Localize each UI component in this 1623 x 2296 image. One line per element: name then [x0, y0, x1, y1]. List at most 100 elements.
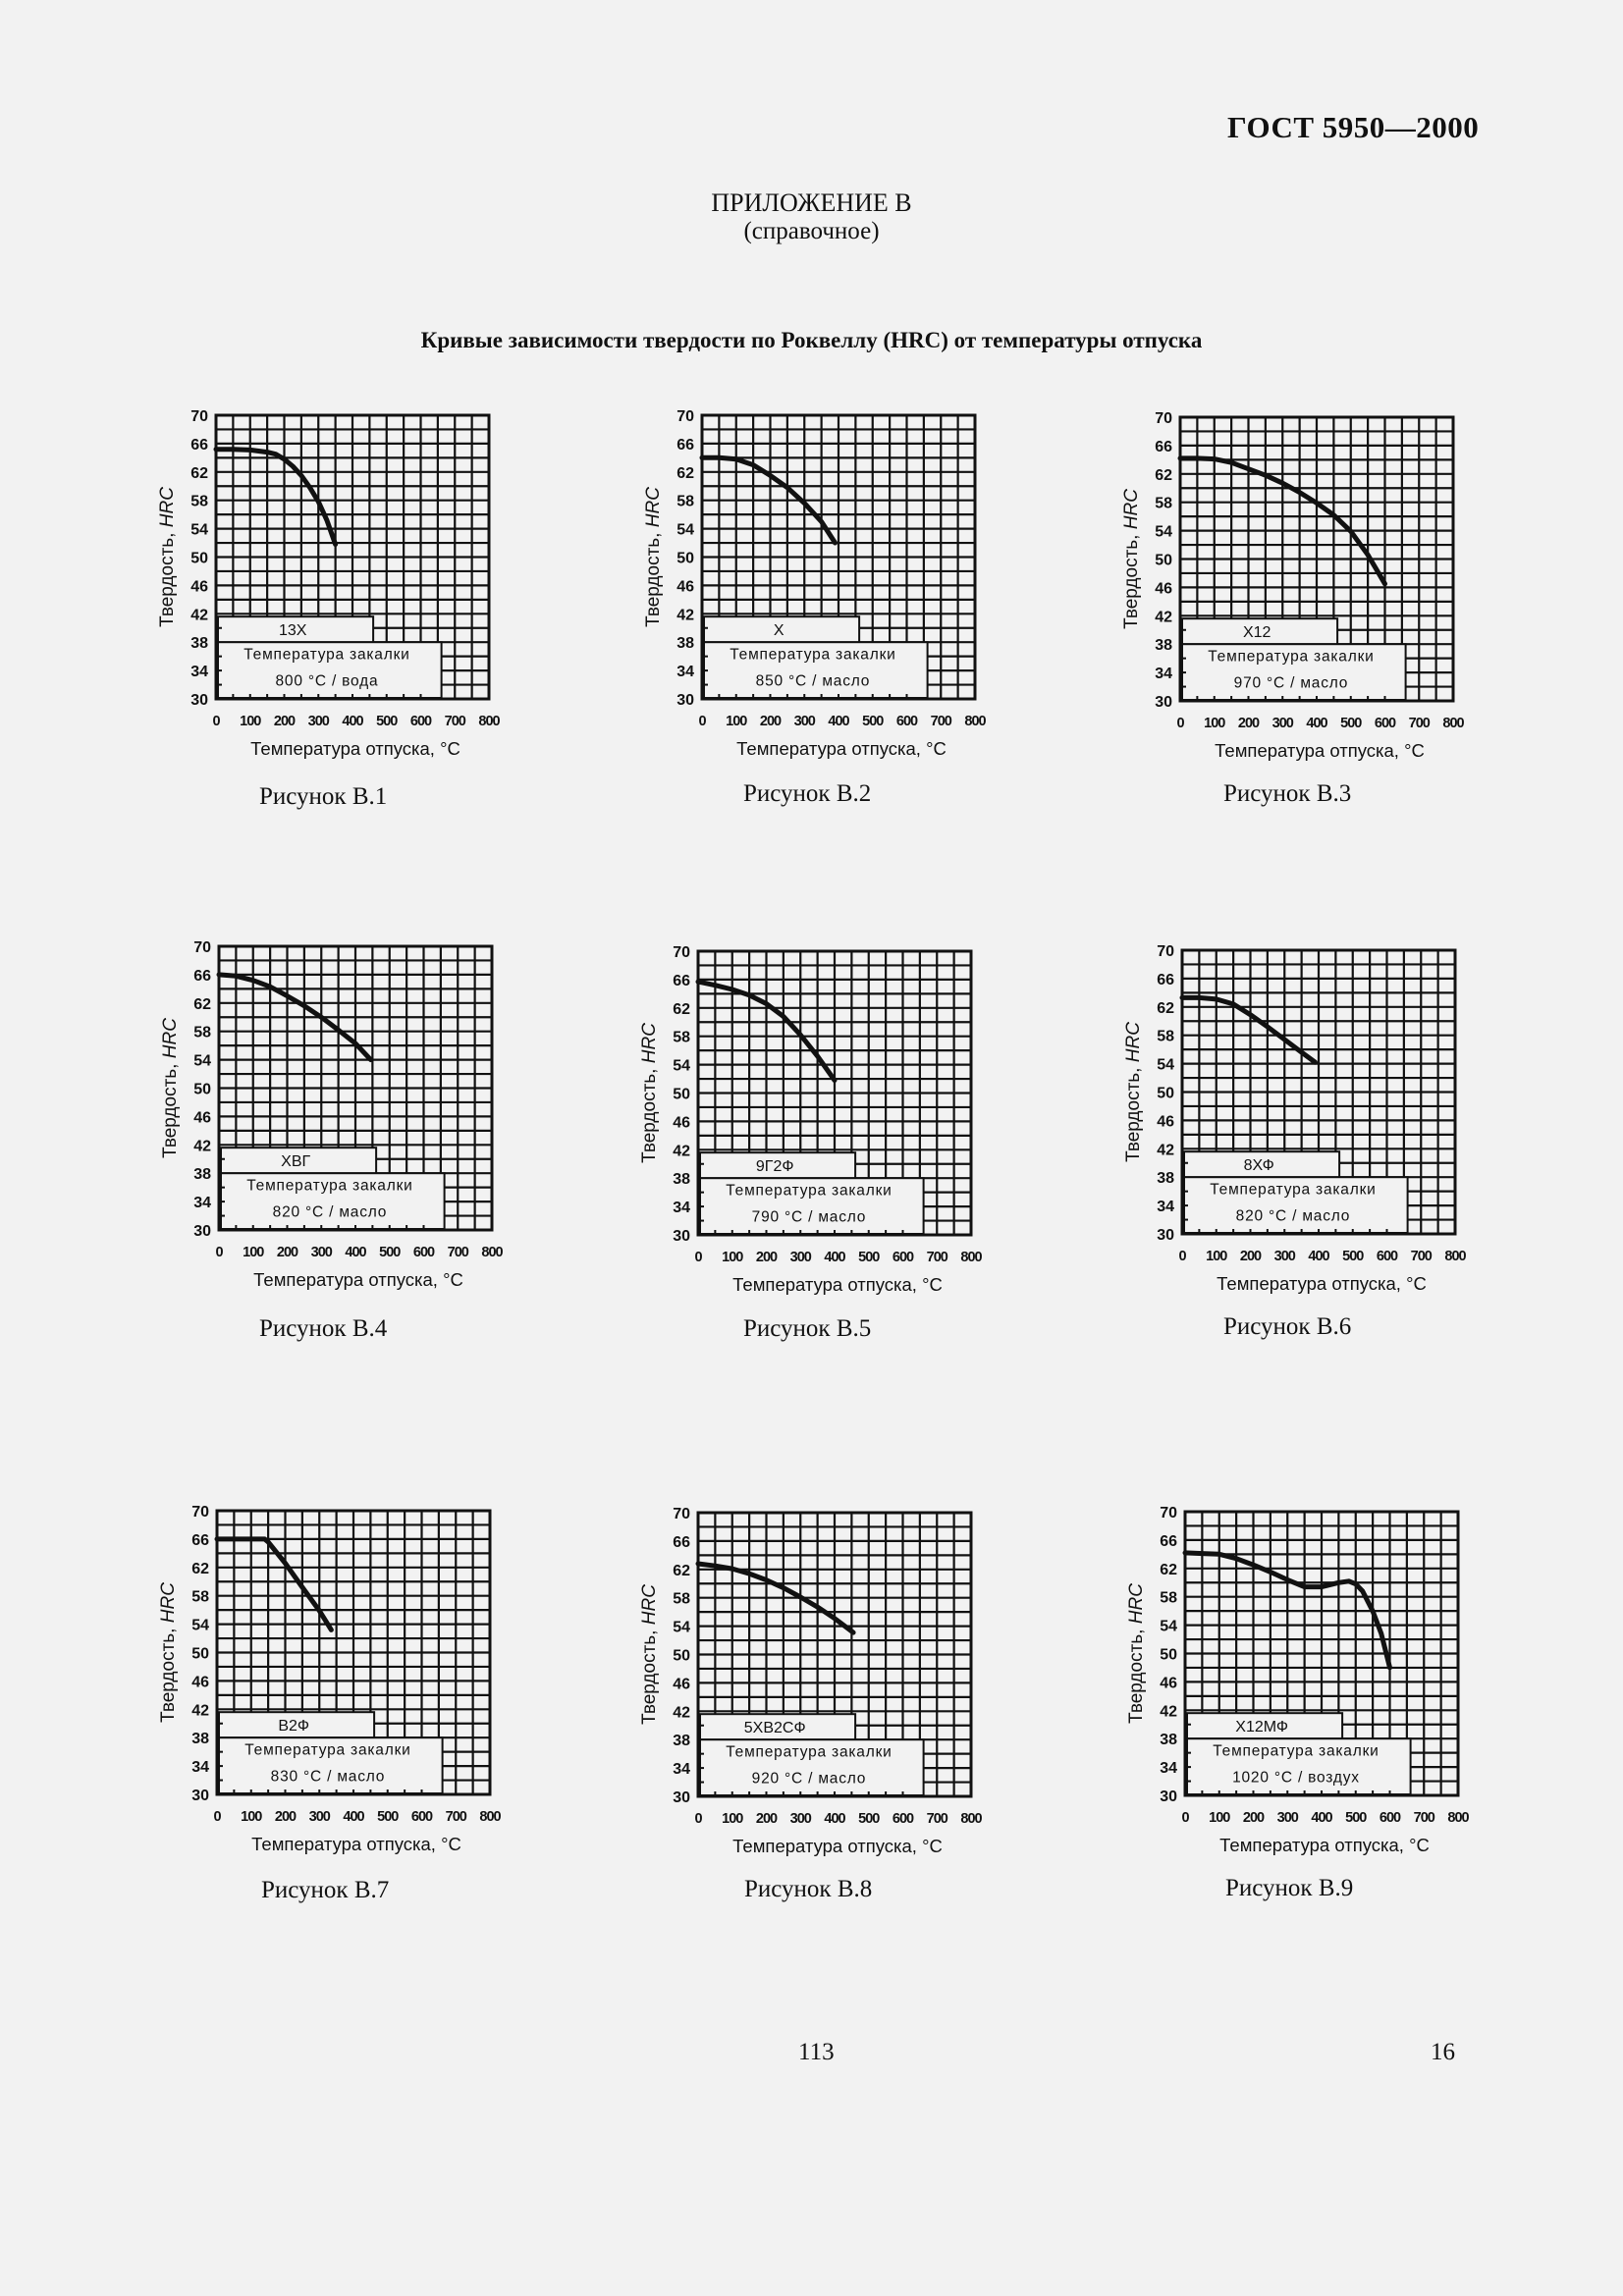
y-tick-label: 34	[1157, 1199, 1174, 1215]
x-tick-label: 800	[1442, 716, 1464, 731]
x-axis-label: Температура отпуска, °C	[251, 1834, 461, 1854]
quench-label: Температура закалки	[726, 1183, 892, 1200]
y-tick-label: 34	[1160, 1760, 1177, 1777]
steel-grade-label: В2Ф	[278, 1718, 309, 1735]
plot-frame	[1183, 1510, 1460, 1797]
y-tick-label: 62	[673, 1001, 690, 1018]
x-tick-label: 300	[1277, 1810, 1299, 1826]
x-tick-label: 300	[1272, 716, 1294, 731]
x-axis-label: Температура отпуска, °C	[732, 1836, 943, 1856]
x-tick-label: 600	[1380, 1810, 1401, 1826]
figure-caption: Рисунок В.6	[1223, 1313, 1352, 1340]
x-tick-label: 800	[481, 1245, 503, 1260]
x-tick-label: 800	[478, 714, 500, 729]
y-tick-label: 66	[673, 973, 690, 989]
y-tick-label: 34	[673, 1761, 690, 1778]
y-tick-label: 66	[193, 968, 211, 985]
steel-grade-label: 8ХФ	[1244, 1157, 1274, 1174]
y-tick-label: 42	[191, 1702, 209, 1719]
hardness-curve	[1179, 994, 1318, 1065]
y-tick-label: 42	[673, 1704, 690, 1721]
steel-grade-label: X12МФ	[1235, 1719, 1288, 1735]
x-tick-label: 300	[308, 714, 330, 729]
plot-frame	[1178, 415, 1455, 703]
chart-figure-4: ХВГ Температура закалки 820 °C / масло 30 34…	[150, 934, 563, 1347]
y-tick-label: 66	[1160, 1533, 1177, 1550]
figure-caption: Рисунок В.4	[259, 1315, 388, 1342]
y-tick-label: 46	[193, 1109, 211, 1126]
x-axis-label: Температура отпуска, °C	[253, 1269, 463, 1290]
y-tick-label: 34	[673, 1200, 690, 1216]
steel-grade-label: X12	[1243, 624, 1271, 641]
x-tick-label: 700	[448, 1245, 469, 1260]
chart-figure-8: 5ХВ2СФ Температура закалки 920 °C / масло 3…	[629, 1501, 1042, 1913]
y-tick-label: 58	[676, 494, 694, 510]
y-tick-label: 46	[191, 1674, 209, 1690]
plot-frame	[214, 413, 491, 701]
chart-figure-7: В2Ф Температура закалки 830 °C / масло 30 34…	[148, 1499, 561, 1911]
quench-info-box	[218, 1736, 444, 1794]
x-tick-label: 100	[722, 1250, 743, 1265]
x-axis-label: Температура отпуска, °C	[1219, 1835, 1430, 1855]
plot-frame	[696, 949, 973, 1237]
plot-frame	[1180, 948, 1457, 1236]
y-tick-label: 54	[1160, 1619, 1177, 1635]
y-tick-label: 70	[190, 408, 208, 425]
appendix-subtitle: (справочное)	[743, 218, 880, 244]
grid-lines	[1182, 950, 1455, 1234]
x-tick-label: 0	[694, 1811, 702, 1827]
y-tick-label: 54	[190, 522, 208, 539]
y-tick-label: 62	[1155, 467, 1172, 484]
x-tick-label: 800	[960, 1811, 982, 1827]
y-tick-label: 70	[193, 939, 211, 956]
x-tick-label: 600	[893, 1811, 914, 1827]
page-number: 113	[798, 2039, 835, 2065]
quench-value: 920 °C / масло	[752, 1770, 867, 1787]
y-tick-label: 30	[673, 1789, 690, 1806]
y-tick-label: 54	[1157, 1057, 1174, 1074]
x-tick-label: 200	[1243, 1810, 1265, 1826]
quench-value: 820 °C / масло	[1236, 1207, 1351, 1224]
x-tick-label: 200	[760, 714, 782, 729]
y-tick-label: 50	[1160, 1647, 1177, 1664]
y-tick-label: 30	[676, 692, 694, 709]
x-axis-label: Температура отпуска, °C	[736, 738, 947, 759]
x-tick-label: 0	[1178, 1249, 1186, 1264]
y-tick-label: 50	[673, 1087, 690, 1103]
y-tick-label: 38	[190, 635, 208, 652]
x-tick-label: 100	[241, 1809, 262, 1825]
x-tick-label: 800	[479, 1809, 501, 1825]
y-tick-label: 38	[673, 1171, 690, 1188]
plot-frame	[700, 413, 977, 701]
y-tick-label: 70	[676, 408, 694, 425]
y-tick-label: 30	[1160, 1789, 1177, 1805]
x-tick-label: 0	[212, 714, 220, 729]
steel-grade-box	[703, 615, 861, 644]
y-tick-label: 46	[673, 1114, 690, 1131]
steel-grade-label: 9Г2Ф	[756, 1158, 794, 1175]
y-tick-label: 54	[1155, 524, 1172, 541]
y-tick-label: 66	[1157, 972, 1174, 988]
y-tick-label: 54	[673, 1058, 690, 1075]
y-tick-label: 66	[673, 1534, 690, 1551]
quench-label: Температура закалки	[730, 647, 895, 664]
x-tick-label: 0	[1176, 716, 1184, 731]
x-tick-label: 200	[1238, 716, 1260, 731]
y-axis-label: Твердость, HRC	[639, 1023, 660, 1163]
y-tick-label: 50	[191, 1646, 209, 1663]
x-tick-label: 800	[960, 1250, 982, 1265]
x-tick-label: 400	[1308, 1249, 1329, 1264]
y-tick-label: 34	[191, 1759, 209, 1776]
y-tick-label: 46	[190, 578, 208, 595]
y-tick-label: 46	[1157, 1113, 1174, 1130]
x-tick-label: 500	[379, 1245, 401, 1260]
y-tick-label: 38	[193, 1166, 211, 1183]
x-tick-label: 400	[824, 1250, 845, 1265]
y-tick-label: 42	[1155, 609, 1172, 625]
x-tick-label: 600	[413, 1245, 435, 1260]
x-tick-label: 600	[896, 714, 918, 729]
y-tick-label: 42	[676, 607, 694, 623]
y-tick-label: 46	[1160, 1675, 1177, 1691]
x-tick-label: 600	[1375, 716, 1396, 731]
x-tick-label: 400	[345, 1245, 366, 1260]
